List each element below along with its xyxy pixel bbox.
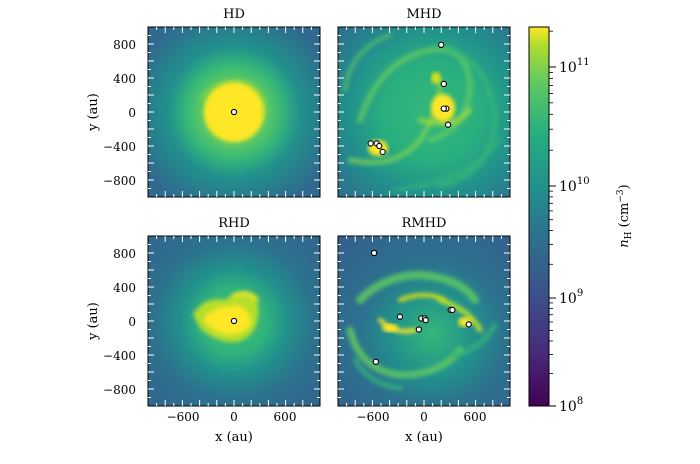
y-tick-label: 400	[113, 281, 136, 295]
y-tick-label: 0	[128, 315, 136, 329]
x-tick-label: 600	[464, 410, 487, 424]
x-tick-label: 0	[230, 410, 238, 424]
sink-particle-rmhd	[372, 358, 379, 365]
y-axis-label-bottom: y (au)	[86, 302, 101, 341]
colorbar-tick-label: 1011	[559, 57, 590, 76]
sink-particles	[230, 41, 472, 365]
sink-particle-mhd	[379, 148, 386, 156]
sink-particle-rhd	[230, 317, 238, 325]
y-tick-label: −400	[103, 349, 136, 363]
sink-particle-mhd	[367, 140, 374, 147]
y-tick-label: 0	[128, 106, 136, 120]
sink-particle-rmhd	[465, 321, 472, 328]
y-axis-label-top: y (au)	[86, 93, 101, 132]
y-tick-label: −800	[103, 174, 136, 188]
x-tick-label: −600	[167, 410, 200, 424]
sink-particle-mhd	[440, 80, 447, 88]
colorbar-gradient	[528, 26, 550, 407]
x-tick-label: 0	[420, 410, 428, 424]
sink-particle-mhd	[440, 105, 447, 112]
x-tick-label: −600	[357, 410, 390, 424]
colorbar: 1011 1010 109 108 nH (cm−3)	[528, 26, 634, 415]
x-axis-label-left: x (au)	[215, 430, 253, 445]
y-tick-label: 800	[113, 247, 136, 261]
colorbar-label: nH (cm−3)	[616, 184, 634, 247]
sink-particle-rmhd	[449, 306, 456, 314]
panel-rmhd	[338, 236, 510, 406]
sink-particle-rmhd	[415, 326, 422, 333]
panel-title-rmhd: RMHD	[402, 216, 447, 231]
x-tick-label: 600	[274, 410, 297, 424]
sink-particle-mhd	[444, 121, 452, 128]
sink-particle-mhd	[438, 41, 445, 48]
colorbar-tick-label: 109	[559, 288, 583, 307]
y-tick-label: 400	[113, 72, 136, 86]
tick-marks	[148, 27, 510, 406]
colorbar-minor-ticks	[549, 30, 553, 374]
panel-title-rhd: RHD	[218, 216, 250, 231]
y-tick-label: −400	[103, 140, 136, 154]
y-tick-label: −800	[103, 383, 136, 397]
panel-title-mhd: MHD	[406, 7, 441, 22]
x-axis-label-right: x (au)	[405, 430, 443, 445]
colorbar-tick-label: 108	[559, 396, 583, 415]
panel-title-hd: HD	[223, 7, 245, 22]
sink-particle-hd	[230, 108, 238, 116]
panel-hd	[148, 27, 320, 197]
sink-particle-rmhd	[396, 313, 404, 320]
panel-mhd	[338, 27, 510, 197]
sink-particle-rmhd	[422, 316, 429, 324]
colorbar-tick-label: 1010	[559, 176, 590, 195]
y-tick-label: 800	[113, 38, 136, 52]
sink-particle-mhd	[376, 142, 383, 150]
sink-particle-rmhd	[370, 249, 378, 257]
